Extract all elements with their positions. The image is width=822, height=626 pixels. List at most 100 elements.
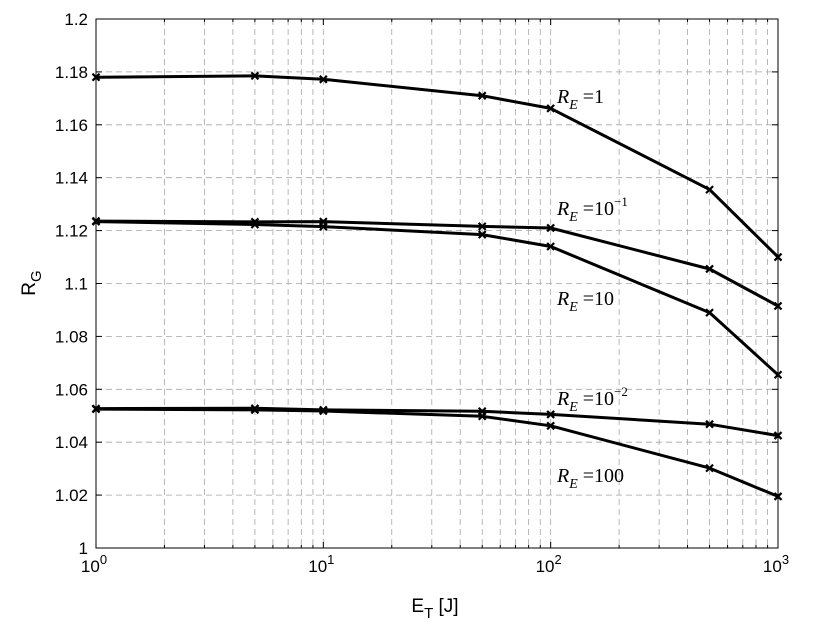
x-axis-label-subscript: T <box>424 605 433 622</box>
y-tick-label: 1.16 <box>55 116 88 135</box>
marker-stroke <box>91 217 101 226</box>
marker-stroke <box>477 412 487 421</box>
x-tick-label-base: 10 <box>763 557 782 576</box>
marker-stroke <box>250 405 260 415</box>
marker-stroke <box>250 220 260 229</box>
marker-stroke <box>705 419 714 429</box>
x-tick-labels: 100 101 102 103 <box>81 552 789 576</box>
series-label-2: RE =10−1 <box>556 194 628 225</box>
series-label-symbol: R <box>556 198 569 220</box>
marker-stroke <box>250 217 260 227</box>
x-tick-label: 102 <box>536 552 562 576</box>
marker-stroke <box>319 222 328 231</box>
data-point-marker <box>705 463 714 473</box>
data-point-marker <box>319 406 328 416</box>
marker-stroke <box>546 223 555 233</box>
series-label-symbol: R <box>556 288 569 310</box>
data-point-marker <box>705 419 714 429</box>
series-markers <box>91 71 783 501</box>
data-point-marker <box>546 421 555 431</box>
data-point-marker <box>773 252 783 262</box>
x-tick-label-exponent: 0 <box>100 552 107 567</box>
data-point-marker <box>250 405 260 415</box>
series-label-1: RE =1 <box>556 86 604 113</box>
data-point-marker <box>250 217 260 227</box>
series-label-value: =10 <box>578 288 614 310</box>
data-point-marker <box>250 220 260 229</box>
marker-stroke <box>319 75 328 84</box>
marker-stroke <box>705 463 714 473</box>
y-tick-label: 1.14 <box>55 169 88 188</box>
y-axis-label-symbol: R <box>19 282 40 296</box>
data-point-marker <box>705 264 714 274</box>
series-label-exponent: −1 <box>614 194 628 209</box>
data-point-marker <box>477 222 487 231</box>
x-axis-label-symbol: E <box>411 596 424 617</box>
y-tick-label: 1.1 <box>64 275 88 294</box>
data-point-marker <box>705 185 714 194</box>
marker-stroke <box>773 431 783 440</box>
marker-stroke <box>477 222 487 231</box>
series-label-value: =10 <box>578 388 614 410</box>
marker-stroke <box>773 301 783 311</box>
series-label-value: =10 <box>578 198 614 220</box>
data-point-marker <box>546 242 555 251</box>
y-tick-label: 1 <box>79 539 88 558</box>
data-point-marker <box>477 91 487 100</box>
marker-stroke <box>319 406 328 416</box>
data-point-marker <box>773 370 783 380</box>
y-tick-label: 1.06 <box>55 380 88 399</box>
marker-stroke <box>477 230 487 239</box>
series-label-5: RE =100 <box>556 465 624 492</box>
series-label-exponent: −2 <box>614 384 628 399</box>
marker-stroke <box>705 264 714 274</box>
marker-stroke <box>546 410 555 419</box>
marker-stroke <box>477 91 487 100</box>
series-label-symbol: R <box>556 86 569 108</box>
series-label-symbol: R <box>556 465 569 487</box>
y-tick-label: 1.12 <box>55 222 88 241</box>
series-label-subscript: E <box>568 210 578 225</box>
y-tick-label: 1.2 <box>64 10 88 29</box>
marker-stroke <box>250 404 260 413</box>
marker-stroke <box>773 492 783 501</box>
x-tick-label-base: 10 <box>308 557 327 576</box>
data-point-marker <box>319 222 328 231</box>
y-tick-label: 1.02 <box>55 486 88 505</box>
data-point-marker <box>773 301 783 311</box>
x-tick-label: 100 <box>81 552 107 576</box>
data-point-marker <box>705 308 714 317</box>
x-tick-label: 101 <box>308 552 334 576</box>
x-tick-label: 103 <box>763 552 789 576</box>
series-label-subscript: E <box>568 98 578 113</box>
y-axis-label-subscript: G <box>28 270 45 282</box>
x-tick-label-exponent: 2 <box>555 552 562 567</box>
series-label-value: =100 <box>578 465 624 487</box>
x-tick-label-exponent: 3 <box>782 552 789 567</box>
data-point-marker <box>477 412 487 421</box>
data-point-marker <box>773 492 783 501</box>
x-axis-label: ET [J] <box>411 596 458 622</box>
y-tick-label: 1.08 <box>55 327 88 346</box>
data-point-marker <box>91 217 101 226</box>
marker-stroke <box>773 252 783 262</box>
marker-stroke <box>546 421 555 431</box>
data-point-marker <box>250 71 260 81</box>
x-axis-label-unit: [J] <box>433 596 458 617</box>
series-label-subscript: E <box>568 400 578 415</box>
marker-stroke <box>705 308 714 317</box>
marker-stroke <box>250 71 260 81</box>
series-label-subscript: E <box>568 477 578 492</box>
data-point-marker <box>250 404 260 413</box>
data-point-marker <box>546 410 555 419</box>
series-label-subscript: E <box>568 300 578 315</box>
marker-stroke <box>91 404 101 414</box>
data-point-marker <box>546 223 555 233</box>
series-label-3: RE =10 <box>556 288 614 315</box>
series-label-symbol: R <box>556 388 569 410</box>
data-point-marker <box>477 230 487 239</box>
marker-stroke <box>546 242 555 251</box>
